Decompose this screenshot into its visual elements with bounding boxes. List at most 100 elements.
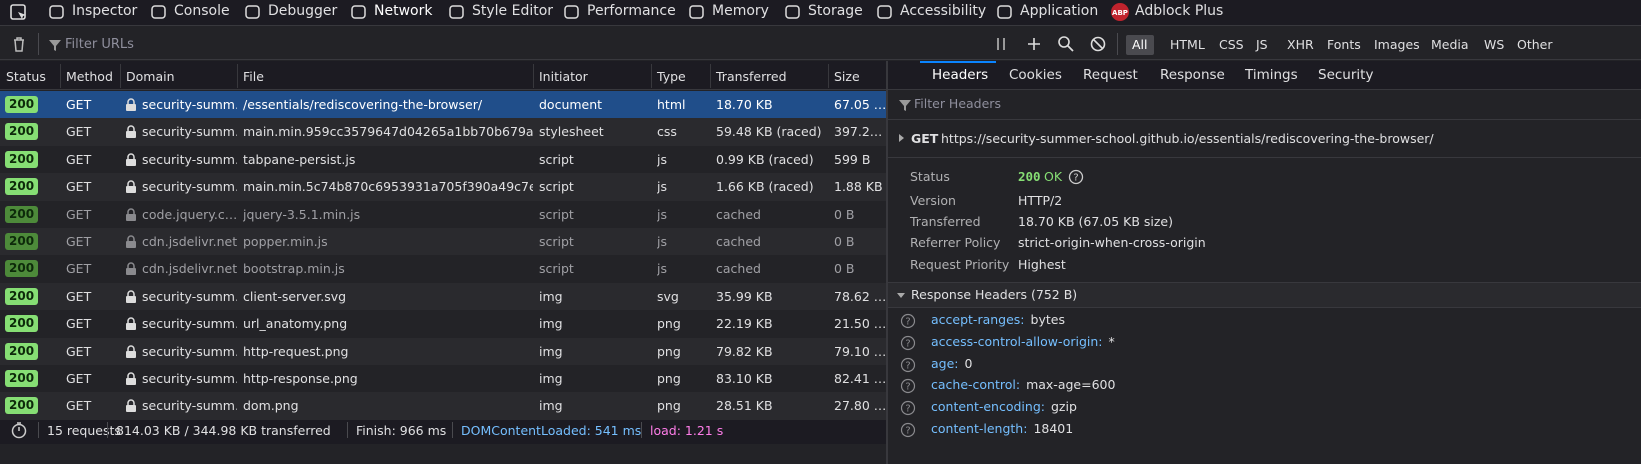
filter-button[interactable]: All bbox=[1126, 35, 1154, 55]
devtools-tab[interactable]: Application bbox=[1020, 3, 1099, 19]
cell: main.min.5c74b870c6953931a705f390a49c7e4… bbox=[243, 179, 533, 195]
summary-value: Highest bbox=[1018, 257, 1066, 272]
cell: GET bbox=[66, 124, 92, 140]
filter-button[interactable]: Images bbox=[1374, 37, 1420, 52]
column-header[interactable]: Domain bbox=[126, 69, 175, 84]
cell: script bbox=[539, 151, 574, 167]
cell: GET bbox=[66, 316, 92, 332]
lock-icon bbox=[126, 262, 136, 276]
cell: security-summ… bbox=[142, 97, 237, 112]
svg-text:?: ? bbox=[905, 404, 910, 415]
header-name: content-encoding: bbox=[931, 399, 1045, 415]
lock-icon bbox=[126, 207, 136, 221]
request-url: https://security-summer-school.github.io… bbox=[941, 131, 1434, 146]
filter-button[interactable]: Fonts bbox=[1327, 37, 1361, 52]
details-tab[interactable]: Response bbox=[1160, 67, 1225, 83]
lock-icon bbox=[126, 180, 136, 194]
request-row[interactable]: 200 GET security-summ… /essentials/rediscov… bbox=[0, 91, 886, 119]
details-tab[interactable]: Security bbox=[1318, 67, 1374, 83]
filter-icon bbox=[899, 100, 911, 111]
svg-text:?: ? bbox=[905, 338, 910, 349]
cell: js bbox=[657, 261, 667, 277]
tab-icon bbox=[689, 5, 704, 19]
collapse-arrow bbox=[897, 293, 905, 298]
cell: 28.51 KB bbox=[716, 398, 773, 414]
cell: 79.10 … bbox=[834, 343, 886, 359]
cell: 599 B bbox=[834, 151, 871, 167]
cell: img bbox=[539, 343, 563, 359]
cell: png bbox=[657, 398, 681, 414]
filter-button[interactable]: HTML bbox=[1170, 37, 1205, 52]
filter-button[interactable]: CSS bbox=[1219, 37, 1244, 52]
request-row[interactable]: 200 GET security-summ… http-request.png img p… bbox=[0, 337, 886, 365]
cell: cached bbox=[716, 234, 761, 249]
cell: GET bbox=[66, 234, 92, 249]
request-row[interactable]: 200 GET security-summ… tabpane-persist.js sc… bbox=[0, 145, 886, 174]
column-separator bbox=[120, 64, 121, 88]
request-row[interactable]: 200 GET security-summ… main.min.959cc357964… bbox=[0, 118, 886, 146]
cell: js bbox=[657, 151, 667, 167]
devtools-tab[interactable]: Adblock Plus bbox=[1135, 3, 1224, 19]
details-tab[interactable]: Cookies bbox=[1009, 67, 1062, 83]
details-tab[interactable]: Headers bbox=[932, 67, 989, 83]
cell: url_anatomy.png bbox=[243, 316, 348, 332]
request-row[interactable]: 200 GET code.jquery.c… jquery-3.5.1.min.js s… bbox=[0, 200, 886, 228]
devtools-tab[interactable]: Inspector bbox=[72, 3, 138, 19]
filter-button[interactable]: JS bbox=[1256, 37, 1268, 52]
request-row[interactable]: 200 GET security-summ… client-server.svg img… bbox=[0, 282, 886, 311]
tab-icon bbox=[564, 5, 579, 19]
request-row[interactable]: 200 GET security-summ… main.min.5c74b870c69… bbox=[0, 173, 886, 201]
request-row[interactable]: 200 GET security-summ… http-response.png img… bbox=[0, 365, 886, 393]
devtools-tab[interactable]: Storage bbox=[808, 3, 863, 19]
cell: 18.70 KB bbox=[716, 97, 773, 112]
devtools-tab[interactable]: Performance bbox=[587, 3, 676, 19]
devtools-tab[interactable]: Network bbox=[374, 3, 433, 19]
devtools-tab[interactable]: Memory bbox=[712, 3, 769, 19]
devtools-tab[interactable]: Accessibility bbox=[900, 3, 987, 19]
cell: 27.80 … bbox=[834, 398, 886, 414]
column-header[interactable]: Transferred bbox=[716, 69, 787, 84]
column-header[interactable]: Status bbox=[6, 69, 46, 84]
header-value: gzip bbox=[1050, 399, 1077, 415]
picker-icon bbox=[10, 4, 26, 20]
column-header[interactable]: Type bbox=[657, 69, 686, 84]
lock-icon bbox=[126, 125, 136, 139]
devtools-tab[interactable]: Debugger bbox=[268, 3, 338, 19]
column-header[interactable]: Method bbox=[66, 69, 113, 84]
cell: script bbox=[539, 234, 574, 249]
cell: 0 B bbox=[834, 261, 855, 277]
filter-button[interactable]: Other bbox=[1517, 37, 1553, 52]
filter-input[interactable]: Filter Headers bbox=[914, 96, 1001, 111]
cell: cdn.jsdelivr.net bbox=[142, 261, 237, 277]
column-header[interactable]: File bbox=[243, 69, 264, 84]
filter-button[interactable]: Media bbox=[1431, 37, 1469, 52]
divider bbox=[38, 33, 39, 55]
cell: stylesheet bbox=[539, 124, 604, 140]
request-row[interactable]: 200 GET cdn.jsdelivr.net popper.min.js scrip… bbox=[0, 228, 886, 256]
column-header[interactable]: Size bbox=[834, 69, 860, 84]
cell: 78.62 … bbox=[834, 288, 886, 304]
cell: GET bbox=[66, 97, 92, 112]
section-title[interactable]: Response Headers (752 B) bbox=[911, 287, 1078, 302]
header-name: accept-ranges: bbox=[931, 312, 1025, 327]
details-tab[interactable]: Timings bbox=[1245, 67, 1298, 83]
column-header[interactable]: Initiator bbox=[539, 69, 588, 84]
svg-text:?: ? bbox=[905, 382, 910, 393]
cell: png bbox=[657, 343, 681, 359]
filter-button[interactable]: WS bbox=[1484, 37, 1505, 52]
cell: 22.19 KB bbox=[716, 316, 773, 332]
status-badge: 200 bbox=[5, 178, 39, 196]
help-icon: ? bbox=[900, 379, 916, 394]
devtools-tab[interactable]: Style Editor bbox=[472, 3, 554, 19]
details-tab[interactable]: Request bbox=[1083, 67, 1138, 83]
header-row: accept-ranges: bytes bbox=[931, 312, 1065, 327]
request-row[interactable]: 200 GET security-summ… dom.png img png 28.51 K… bbox=[0, 392, 886, 420]
cell: 397.2… bbox=[834, 124, 883, 140]
request-row[interactable]: 200 GET security-summ… url_anatomy.png img pn… bbox=[0, 310, 886, 338]
devtools-tab[interactable]: Console bbox=[174, 3, 230, 19]
filter-button[interactable]: XHR bbox=[1287, 37, 1314, 52]
filter-input[interactable]: Filter URLs bbox=[65, 37, 134, 52]
cell: 82.41 … bbox=[834, 371, 886, 386]
request-row[interactable]: 200 GET cdn.jsdelivr.net bootstrap.min.js sc… bbox=[0, 255, 886, 283]
filter-icon bbox=[49, 40, 61, 51]
